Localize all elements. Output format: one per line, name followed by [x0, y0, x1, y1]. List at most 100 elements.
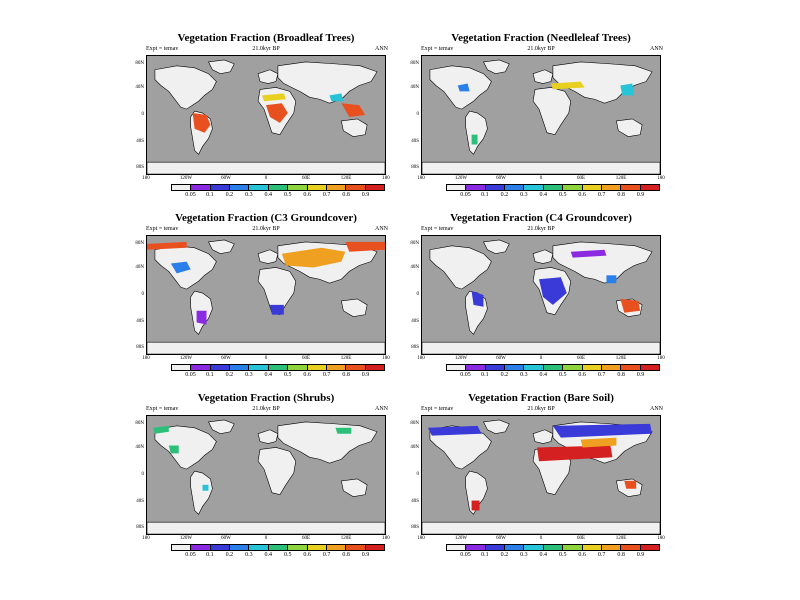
- n-america-c3: [170, 261, 191, 274]
- map-subtitle: 21.0kyr BP: [252, 226, 280, 232]
- season-label: ANN: [650, 406, 663, 412]
- colorbar-label: 0.5: [283, 552, 292, 558]
- map-c3-groundcover: [146, 235, 386, 355]
- lat-tick: 80S: [411, 165, 419, 170]
- map-shrubs: [146, 415, 386, 535]
- lat-tick: 0: [416, 472, 420, 477]
- lon-tick: 120W: [454, 536, 468, 541]
- lon-tick: 180: [142, 536, 150, 541]
- lat-tick: 80N: [410, 61, 419, 66]
- colorbar-swatch: [365, 545, 384, 550]
- colorbar-label: 0.2: [500, 372, 509, 378]
- colorbar-swatch: [524, 365, 544, 370]
- colorbar-label: 0.4: [539, 192, 548, 198]
- panel-bare-soil: Vegetation Fraction (Bare Soil) Expt = t…: [410, 392, 691, 582]
- colorbar-label: 0.8: [617, 552, 625, 558]
- colorbar-swatch: [485, 365, 506, 370]
- colorbar-label: 0.9: [636, 372, 645, 378]
- s-america-shrubs: [202, 484, 209, 491]
- india-c4: [606, 275, 617, 284]
- colorbar-swatch: [230, 365, 250, 370]
- lon-tick: 0: [264, 176, 268, 181]
- colorbar-label: 0.05: [185, 372, 196, 378]
- expt-label: Expt = temav: [146, 46, 179, 52]
- siberia-shrubs: [335, 427, 352, 434]
- colorbar-swatch: [249, 365, 269, 370]
- colorbar-swatch: [249, 545, 269, 550]
- colorbar-swatch: [268, 185, 289, 190]
- colorbar-swatch: [172, 545, 192, 550]
- expt-label: Expt = temav: [146, 226, 179, 232]
- colorbar-swatch: [268, 545, 289, 550]
- lon-tick: 180: [382, 356, 390, 361]
- colorbar-label: 0.05: [460, 192, 471, 198]
- panel-needleleaf-trees: Vegetation Fraction (Needleleaf Trees) E…: [410, 32, 691, 222]
- colorbar-swatch: [543, 365, 564, 370]
- patagonia-bare: [471, 500, 480, 511]
- lon-tick: 0: [539, 176, 543, 181]
- lat-tick: 0: [141, 112, 145, 117]
- lon-tick: 120E: [340, 176, 352, 181]
- colorbar-label: 0.3: [520, 552, 528, 558]
- s-america-c4: [471, 291, 484, 307]
- colorbar-swatch: [582, 545, 602, 550]
- colorbar-swatch: [640, 365, 659, 370]
- map-subtitle: 21.0kyr BP: [527, 226, 555, 232]
- lat-tick: 40N: [135, 445, 144, 450]
- map-subtitle: 21.0kyr BP: [527, 46, 555, 52]
- colorbar-label: 0.8: [617, 372, 625, 378]
- lat-tick: 40S: [136, 319, 144, 324]
- colorbar-swatch: [210, 185, 231, 190]
- map-c4-groundcover: [421, 235, 661, 355]
- lat-tick: 80S: [411, 525, 419, 530]
- colorbar-swatch: [466, 365, 486, 370]
- colorbar-label: 0.6: [578, 552, 586, 558]
- colorbar-label: 0.8: [617, 192, 625, 198]
- expt-label: Expt = temav: [421, 226, 454, 232]
- map-title: Vegetation Fraction (C4 Groundcover): [450, 212, 632, 224]
- lon-tick: 120W: [179, 176, 193, 181]
- colorbar-swatch: [563, 545, 583, 550]
- lon-tick: 120E: [340, 536, 352, 541]
- colorbar-label: 0.3: [520, 192, 528, 198]
- lon-tick: 120E: [615, 536, 627, 541]
- map-needleleaf-trees: [421, 55, 661, 175]
- colorbar-label: 0.3: [245, 552, 253, 558]
- colorbar-label: 0.7: [597, 372, 606, 378]
- colorbar-label: 0.7: [597, 192, 606, 198]
- colorbar-label: 0.1: [206, 552, 214, 558]
- sahel-broadleaf: [262, 93, 286, 102]
- colorbar: [446, 544, 660, 551]
- colorbar: [171, 364, 385, 371]
- beringia-c3: [147, 241, 187, 250]
- colorbar-label: 0.9: [361, 372, 370, 378]
- lat-tick: 0: [416, 292, 420, 297]
- colorbar-label: 0.7: [322, 372, 331, 378]
- lon-tick: 180: [417, 536, 425, 541]
- colorbar-label: 0.9: [361, 192, 370, 198]
- colorbar-swatch: [524, 185, 544, 190]
- lat-tick: 40S: [136, 139, 144, 144]
- colorbar-swatch: [505, 365, 525, 370]
- lat-tick: 40N: [410, 445, 419, 450]
- colorbar-swatch: [249, 185, 269, 190]
- colorbar-swatch: [447, 185, 467, 190]
- lat-tick: 80N: [135, 421, 144, 426]
- map-subtitle: 21.0kyr BP: [252, 406, 280, 412]
- lat-tick: 40N: [135, 85, 144, 90]
- lon-tick: 60W: [496, 536, 506, 541]
- map-title: Vegetation Fraction (Needleleaf Trees): [451, 32, 631, 44]
- lon-tick: 180: [417, 176, 425, 181]
- europe-needleleaf: [550, 81, 585, 90]
- colorbar-label: 0.1: [206, 192, 214, 198]
- colorbar-swatch: [505, 185, 525, 190]
- colorbar-label: 0.2: [225, 192, 234, 198]
- colorbar-swatch: [640, 545, 659, 550]
- colorbar-label: 0.4: [539, 552, 548, 558]
- season-label: ANN: [375, 226, 388, 232]
- colorbar-swatch: [307, 365, 327, 370]
- colorbar-label: 0.05: [185, 552, 196, 558]
- colorbar-swatch: [365, 365, 384, 370]
- colorbar-labels: 0.05 0.1 0.2 0.3 0.4 0.5 0.6 0.7 0.8 0.9: [446, 192, 660, 200]
- lon-tick: 180: [382, 176, 390, 181]
